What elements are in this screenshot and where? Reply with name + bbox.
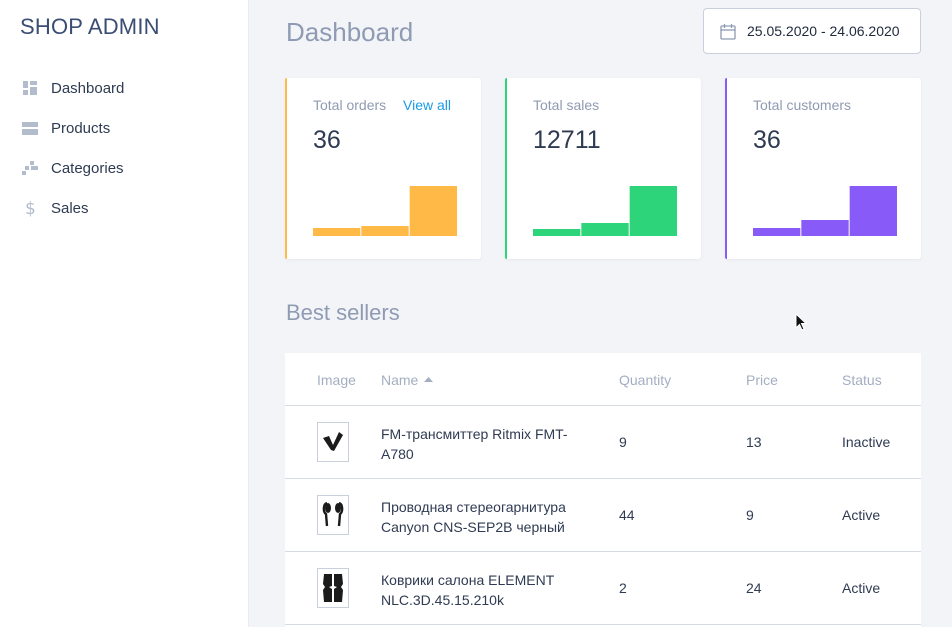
product-quantity: 9 <box>619 434 627 450</box>
product-status: Inactive <box>842 434 891 450</box>
svg-text:$: $ <box>25 199 36 217</box>
sidebar-item-label: Categories <box>51 159 124 177</box>
mini-chart-bar <box>849 186 897 236</box>
sidebar-item-label: Sales <box>51 199 89 217</box>
mini-chart-bar <box>313 228 361 236</box>
card-accent <box>725 78 727 259</box>
card-accent <box>505 78 507 259</box>
mini-chart-bar <box>533 229 581 236</box>
mini-chart-bar <box>629 186 677 236</box>
column-header-image: Image <box>317 372 356 388</box>
mini-chart-bar <box>801 220 849 236</box>
sidebar-item-products[interactable]: Products <box>0 108 248 148</box>
dollar-icon: $ <box>22 199 38 217</box>
product-thumbnail[interactable] <box>317 568 349 608</box>
sidebar-item-categories[interactable]: Categories <box>0 148 248 188</box>
mini-chart-bar <box>361 226 409 236</box>
sidebar-item-label: Dashboard <box>51 79 125 97</box>
stat-card-sales: Total sales 12711 <box>505 78 701 259</box>
mini-chart-bar <box>581 223 629 236</box>
column-header-price[interactable]: Price <box>746 372 778 388</box>
column-header-label: Name <box>381 372 419 388</box>
table-row[interactable]: Проводная стереогарнитура Canyon CNS-SEP… <box>285 479 921 552</box>
card-value: 36 <box>753 126 781 154</box>
calendar-icon <box>720 23 736 40</box>
view-all-link[interactable]: View all <box>403 97 451 113</box>
mini-bar-chart <box>753 186 897 236</box>
product-name: FM-трансмиттер Ritmix FMT-A780 <box>381 426 568 462</box>
mini-chart-bar <box>409 186 457 236</box>
main-content: Dashboard 25.05.2020 - 24.06.2020 Total … <box>250 0 952 627</box>
best-sellers-table: Image Name Quantity Price Status FM-тран… <box>285 353 921 627</box>
product-price: 13 <box>746 434 762 450</box>
table-row[interactable]: Коврики салона ELEMENT NLC.3D.45.15.210k… <box>285 552 921 625</box>
card-accent <box>285 78 287 259</box>
column-header-name[interactable]: Name <box>381 372 434 388</box>
card-title: Total orders <box>313 97 387 113</box>
sidebar-item-dashboard[interactable]: Dashboard <box>0 68 248 108</box>
mini-chart-bar <box>753 228 801 236</box>
page-title: Dashboard <box>286 17 414 47</box>
product-image <box>323 574 343 602</box>
mini-bar-chart <box>313 186 457 236</box>
sidebar: SHOP ADMIN Dashboard Products Categories… <box>0 0 249 627</box>
sidebar-item-sales[interactable]: $ Sales <box>0 188 248 228</box>
product-thumbnail[interactable] <box>317 495 349 535</box>
sidebar-nav: Dashboard Products Categories $ Sales <box>0 68 248 228</box>
card-title: Total sales <box>533 97 600 113</box>
card-title: Total customers <box>753 97 852 113</box>
date-range-text: 25.05.2020 - 24.06.2020 <box>747 23 900 39</box>
mini-bar-chart <box>533 186 677 236</box>
sort-asc-icon <box>424 377 434 382</box>
mouse-cursor-icon <box>795 313 807 331</box>
brand-logo[interactable]: SHOP ADMIN <box>20 14 160 39</box>
product-quantity: 2 <box>619 580 627 596</box>
dashboard-icon <box>22 80 38 96</box>
stat-card-orders: Total orders View all 36 <box>285 78 481 259</box>
categories-icon <box>22 160 38 176</box>
column-header-quantity[interactable]: Quantity <box>619 372 672 388</box>
product-name: Проводная стереогарнитура Canyon CNS-SEP… <box>381 499 566 535</box>
product-quantity: 44 <box>619 507 635 523</box>
table-header: Image Name Quantity Price Status <box>285 353 921 406</box>
product-price: 9 <box>746 507 754 523</box>
stat-card-customers: Total customers 36 <box>725 78 921 259</box>
card-value: 12711 <box>533 126 601 154</box>
products-icon <box>22 120 38 136</box>
product-status: Active <box>842 580 881 596</box>
product-name: Коврики салона ELEMENT NLC.3D.45.15.210k <box>381 572 554 608</box>
product-image <box>322 501 344 527</box>
product-price: 24 <box>746 580 762 596</box>
product-status: Active <box>842 507 881 523</box>
date-range-picker[interactable]: 25.05.2020 - 24.06.2020 <box>703 8 921 54</box>
column-header-status[interactable]: Status <box>842 372 882 388</box>
product-image <box>323 432 343 451</box>
sidebar-item-label: Products <box>51 119 111 137</box>
section-title: Best sellers <box>286 300 400 325</box>
product-thumbnail[interactable] <box>317 422 349 462</box>
table-row[interactable]: FM-трансмиттер Ritmix FMT-A780 9 13 Inac… <box>285 406 921 479</box>
card-value: 36 <box>313 126 341 154</box>
